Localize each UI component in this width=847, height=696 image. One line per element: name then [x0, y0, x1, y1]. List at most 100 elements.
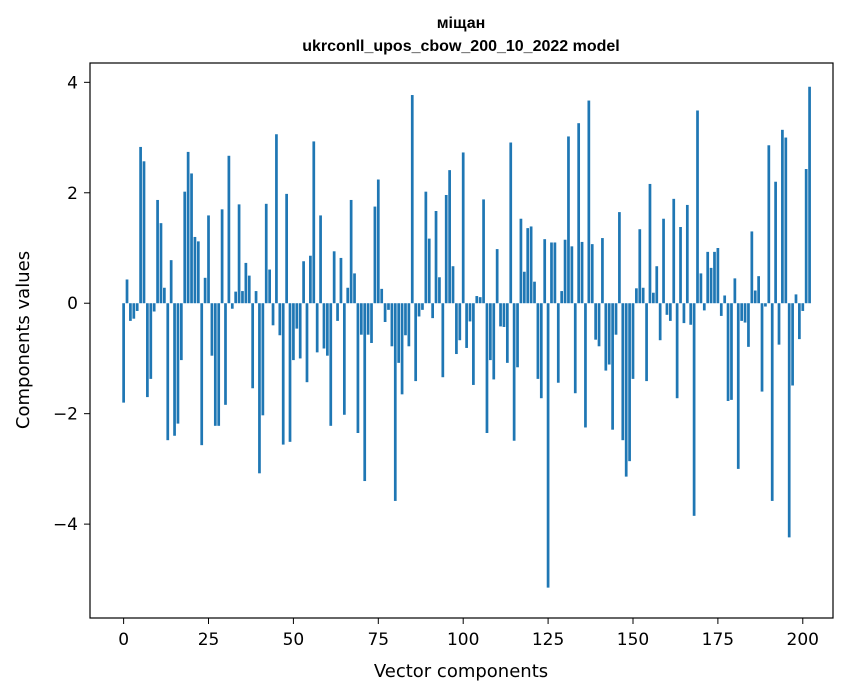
bar-1	[125, 279, 129, 304]
y-tick-label: 4	[67, 73, 78, 93]
bar-187	[757, 276, 760, 304]
bar-13	[166, 303, 170, 441]
bar-117	[519, 218, 523, 304]
x-tick-label: 175	[702, 630, 734, 650]
bar-96	[448, 170, 451, 304]
x-tick-label: 150	[617, 630, 649, 650]
bar-112	[502, 303, 506, 327]
bar-173	[709, 267, 713, 304]
bar-152	[638, 229, 642, 304]
bar-33	[234, 291, 238, 304]
bar-14	[169, 260, 173, 304]
y-tick-label: −2	[53, 405, 78, 425]
bar-17	[179, 303, 183, 361]
bar-161	[668, 303, 672, 321]
bar-89	[424, 191, 428, 304]
bar-196	[787, 303, 791, 538]
bar-182	[740, 303, 744, 321]
bar-158	[658, 303, 662, 341]
bar-179	[730, 303, 733, 400]
bar-43	[268, 269, 271, 304]
bar-20	[190, 173, 193, 304]
bar-88	[421, 303, 424, 310]
bar-0	[122, 303, 125, 403]
bar-85	[410, 95, 414, 304]
bar-46	[278, 303, 282, 336]
bar-132	[570, 246, 574, 304]
bar-74	[373, 206, 377, 304]
bar-171	[702, 303, 706, 311]
bar-16	[176, 303, 180, 424]
y-tick-label: 0	[67, 294, 78, 314]
y-tick-label: −4	[53, 515, 78, 535]
bar-7	[146, 303, 149, 398]
bar-6	[142, 161, 146, 304]
bar-65	[342, 303, 346, 415]
bar-3	[132, 303, 136, 319]
bar-28	[217, 303, 221, 426]
bar-106	[482, 199, 485, 304]
bar-97	[451, 266, 455, 304]
bar-125	[546, 303, 550, 588]
bar-68	[353, 273, 356, 304]
bar-181	[736, 303, 740, 469]
bar-111	[499, 303, 502, 327]
bar-121	[533, 281, 536, 304]
bar-131	[567, 136, 570, 304]
bar-90	[427, 238, 431, 304]
plot-frame	[89, 62, 834, 619]
bar-93	[438, 277, 441, 304]
bar-75	[376, 179, 380, 304]
chart-subtitle: ukrconll_upos_cbow_200_10_2022 model	[302, 38, 619, 55]
bar-100	[461, 152, 465, 304]
bar-166	[685, 204, 689, 304]
bar-69	[356, 303, 360, 433]
x-tick-label: 75	[367, 630, 389, 650]
bar-94	[441, 303, 445, 378]
bar-164	[679, 227, 682, 304]
bar-176	[719, 303, 723, 316]
x-axis-label: Vector components	[374, 661, 548, 682]
bar-18	[183, 191, 187, 304]
bar-122	[536, 303, 540, 379]
bar-144	[611, 303, 614, 430]
bar-153	[641, 287, 645, 304]
bar-5	[139, 146, 142, 304]
bar-29	[220, 209, 224, 304]
bar-108	[489, 303, 492, 361]
bar-57	[315, 303, 319, 353]
bar-47	[281, 303, 285, 445]
bar-45	[275, 134, 278, 304]
bar-10	[156, 199, 159, 304]
bar-39	[254, 291, 258, 304]
bar-35	[241, 291, 244, 304]
bar-62	[332, 251, 336, 304]
bar-118	[522, 271, 526, 304]
x-axis: 0 25 50 75 100 125 150 175 200	[118, 618, 819, 650]
bar-91	[431, 303, 434, 319]
x-tick-label: 50	[283, 630, 305, 650]
bar-127	[553, 242, 557, 304]
bar-170	[699, 273, 703, 304]
bar-172	[706, 251, 710, 304]
bar-134	[577, 123, 581, 304]
bar-148	[624, 303, 628, 477]
bar-38	[251, 303, 255, 389]
chart-title: міщан	[437, 15, 486, 32]
bar-84	[407, 303, 411, 347]
bar-115	[512, 303, 516, 441]
bar-135	[580, 241, 584, 304]
bar-51	[295, 303, 299, 329]
bar-175	[716, 248, 720, 304]
bar-66	[346, 287, 350, 304]
bar-30	[224, 303, 227, 405]
bar-191	[770, 303, 774, 501]
bar-194	[781, 129, 784, 304]
bar-154	[645, 303, 648, 382]
bar-133	[573, 303, 577, 394]
bar-188	[760, 303, 764, 392]
bar-25	[207, 215, 210, 304]
bar-147	[621, 303, 625, 441]
bar-101	[465, 303, 468, 348]
bar-52	[298, 303, 302, 359]
